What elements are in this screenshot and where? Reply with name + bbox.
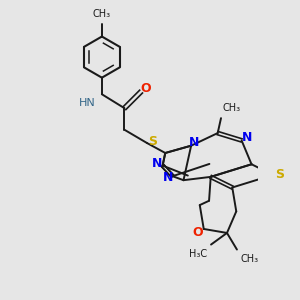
Text: N: N xyxy=(189,136,199,149)
Text: S: S xyxy=(148,135,157,148)
Text: H₃C: H₃C xyxy=(189,248,207,259)
Text: O: O xyxy=(193,226,203,239)
Text: N: N xyxy=(242,131,252,144)
Text: S: S xyxy=(275,168,284,182)
Text: HN: HN xyxy=(79,98,96,108)
Text: N: N xyxy=(152,158,162,170)
Text: CH₃: CH₃ xyxy=(93,9,111,19)
Text: CH₃: CH₃ xyxy=(240,254,258,263)
Text: O: O xyxy=(141,82,151,95)
Text: CH₃: CH₃ xyxy=(223,103,241,113)
Text: N: N xyxy=(163,171,173,184)
